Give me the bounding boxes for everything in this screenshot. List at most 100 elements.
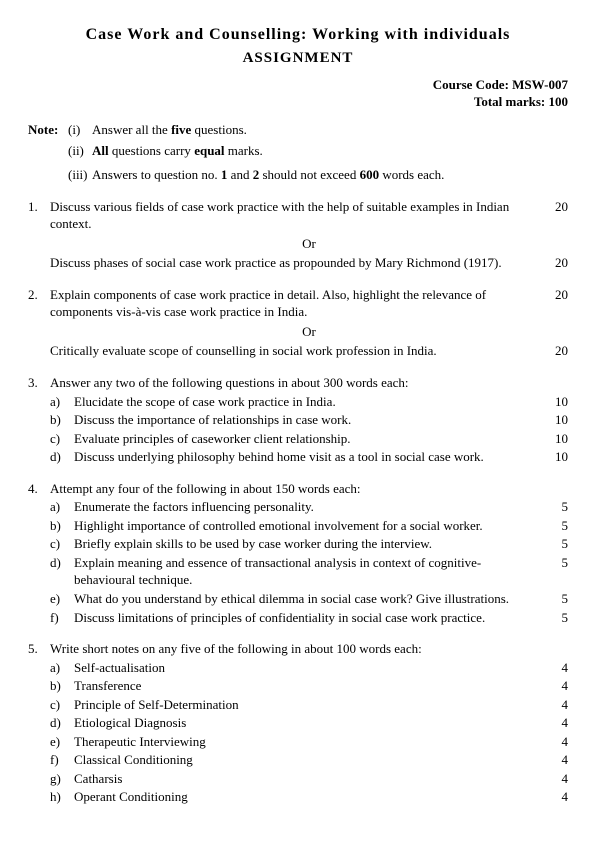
or-separator: Or — [50, 235, 568, 253]
sub-label: b) — [50, 411, 74, 429]
sub-label: e) — [50, 733, 74, 751]
sub-marks: 10 — [546, 430, 568, 448]
question-text: Explain components of case work practice… — [50, 286, 546, 321]
sub-label: d) — [50, 554, 74, 589]
sub-marks: 4 — [546, 733, 568, 751]
subquestion-row: e)Therapeutic Interviewing4 — [50, 733, 568, 751]
sub-text: Highlight importance of controlled emoti… — [74, 517, 546, 535]
sub-label: d) — [50, 714, 74, 732]
question-4: 4. Attempt any four of the following in … — [28, 480, 568, 626]
sub-label: a) — [50, 498, 74, 516]
subquestion-row: f)Discuss limitations of principles of c… — [50, 609, 568, 627]
subquestions: a)Self-actualisation4b)Transference4c)Pr… — [50, 659, 568, 806]
sub-marks: 5 — [546, 517, 568, 535]
question-5: 5. Write short notes on any five of the … — [28, 640, 568, 806]
question-1: 1. Discuss various fields of case work p… — [28, 198, 568, 272]
question-intro: Write short notes on any five of the fol… — [50, 640, 568, 658]
question-marks: 20 — [546, 286, 568, 304]
note-text: Answers to question no. 1 and 2 should n… — [92, 166, 568, 184]
subquestion-row: a)Elucidate the scope of case work pract… — [50, 393, 568, 411]
sub-text: Explain meaning and essence of transacti… — [74, 554, 546, 589]
sub-text: Briefly explain skills to be used by cas… — [74, 535, 546, 553]
sub-text: Self-actualisation — [74, 659, 546, 677]
sub-text: Discuss limitations of principles of con… — [74, 609, 546, 627]
sub-marks: 4 — [546, 788, 568, 806]
sub-marks: 4 — [546, 659, 568, 677]
sub-label: e) — [50, 590, 74, 608]
sub-label: b) — [50, 517, 74, 535]
page-subtitle: ASSIGNMENT — [28, 48, 568, 68]
subquestion-row: b)Transference4 — [50, 677, 568, 695]
question-2: 2. Explain components of case work pract… — [28, 286, 568, 360]
page-title: Case Work and Counselling: Working with … — [28, 24, 568, 46]
subquestion-row: a)Enumerate the factors influencing pers… — [50, 498, 568, 516]
subquestion-row: h)Operant Conditioning4 — [50, 788, 568, 806]
sub-marks: 4 — [546, 751, 568, 769]
sub-text: Transference — [74, 677, 546, 695]
sub-text: Therapeutic Interviewing — [74, 733, 546, 751]
note-label: Note: — [28, 121, 68, 139]
question-number: 2. — [28, 286, 50, 360]
subquestion-row: c)Principle of Self-Determination4 — [50, 696, 568, 714]
total-marks: Total marks: 100 — [28, 93, 568, 111]
sub-text: Evaluate principles of caseworker client… — [74, 430, 546, 448]
sub-marks: 4 — [546, 696, 568, 714]
subquestion-row: g)Catharsis4 — [50, 770, 568, 788]
sub-marks: 5 — [546, 535, 568, 553]
sub-label: a) — [50, 659, 74, 677]
question-number: 4. — [28, 480, 50, 626]
note-roman: (i) — [68, 121, 92, 139]
subquestions: a)Elucidate the scope of case work pract… — [50, 393, 568, 466]
sub-marks: 4 — [546, 770, 568, 788]
sub-text: Operant Conditioning — [74, 788, 546, 806]
sub-text: Enumerate the factors influencing person… — [74, 498, 546, 516]
sub-text: Etiological Diagnosis — [74, 714, 546, 732]
sub-marks: 10 — [546, 411, 568, 429]
sub-label: h) — [50, 788, 74, 806]
sub-marks: 5 — [546, 498, 568, 516]
subquestion-row: a)Self-actualisation4 — [50, 659, 568, 677]
sub-marks: 5 — [546, 609, 568, 627]
subquestion-row: c)Evaluate principles of caseworker clie… — [50, 430, 568, 448]
sub-marks: 10 — [546, 393, 568, 411]
note-roman: (ii) — [68, 142, 92, 160]
question-text: Critically evaluate scope of counselling… — [50, 342, 546, 360]
subquestion-row: b)Discuss the importance of relationship… — [50, 411, 568, 429]
note-text: Answer all the five questions. — [92, 121, 568, 139]
sub-text: Classical Conditioning — [74, 751, 546, 769]
note-roman: (iii) — [68, 166, 92, 184]
sub-label: c) — [50, 696, 74, 714]
subquestion-row: d)Discuss underlying philosophy behind h… — [50, 448, 568, 466]
question-marks: 20 — [546, 198, 568, 216]
question-text: Discuss various fields of case work prac… — [50, 198, 546, 233]
sub-text: Catharsis — [74, 770, 546, 788]
sub-text: What do you understand by ethical dilemm… — [74, 590, 546, 608]
question-text: Discuss phases of social case work pract… — [50, 254, 546, 272]
sub-label: c) — [50, 430, 74, 448]
question-intro: Attempt any four of the following in abo… — [50, 480, 568, 498]
subquestion-row: d)Explain meaning and essence of transac… — [50, 554, 568, 589]
sub-marks: 10 — [546, 448, 568, 466]
question-number: 1. — [28, 198, 50, 272]
sub-marks: 5 — [546, 590, 568, 608]
sub-label: b) — [50, 677, 74, 695]
subquestions: a)Enumerate the factors influencing pers… — [50, 498, 568, 626]
subquestion-row: c)Briefly explain skills to be used by c… — [50, 535, 568, 553]
note-text: All questions carry equal marks. — [92, 142, 568, 160]
sub-marks: 4 — [546, 677, 568, 695]
sub-text: Principle of Self-Determination — [74, 696, 546, 714]
question-number: 5. — [28, 640, 50, 806]
question-3: 3. Answer any two of the following quest… — [28, 374, 568, 466]
sub-marks: 4 — [546, 714, 568, 732]
course-code: Course Code: MSW-007 — [28, 76, 568, 94]
sub-label: c) — [50, 535, 74, 553]
header-meta: Course Code: MSW-007 Total marks: 100 — [28, 76, 568, 111]
sub-label: g) — [50, 770, 74, 788]
question-marks: 20 — [546, 254, 568, 272]
sub-label: f) — [50, 609, 74, 627]
sub-text: Elucidate the scope of case work practic… — [74, 393, 546, 411]
subquestion-row: d)Etiological Diagnosis4 — [50, 714, 568, 732]
sub-marks: 5 — [546, 554, 568, 589]
question-number: 3. — [28, 374, 50, 466]
sub-text: Discuss the importance of relationships … — [74, 411, 546, 429]
